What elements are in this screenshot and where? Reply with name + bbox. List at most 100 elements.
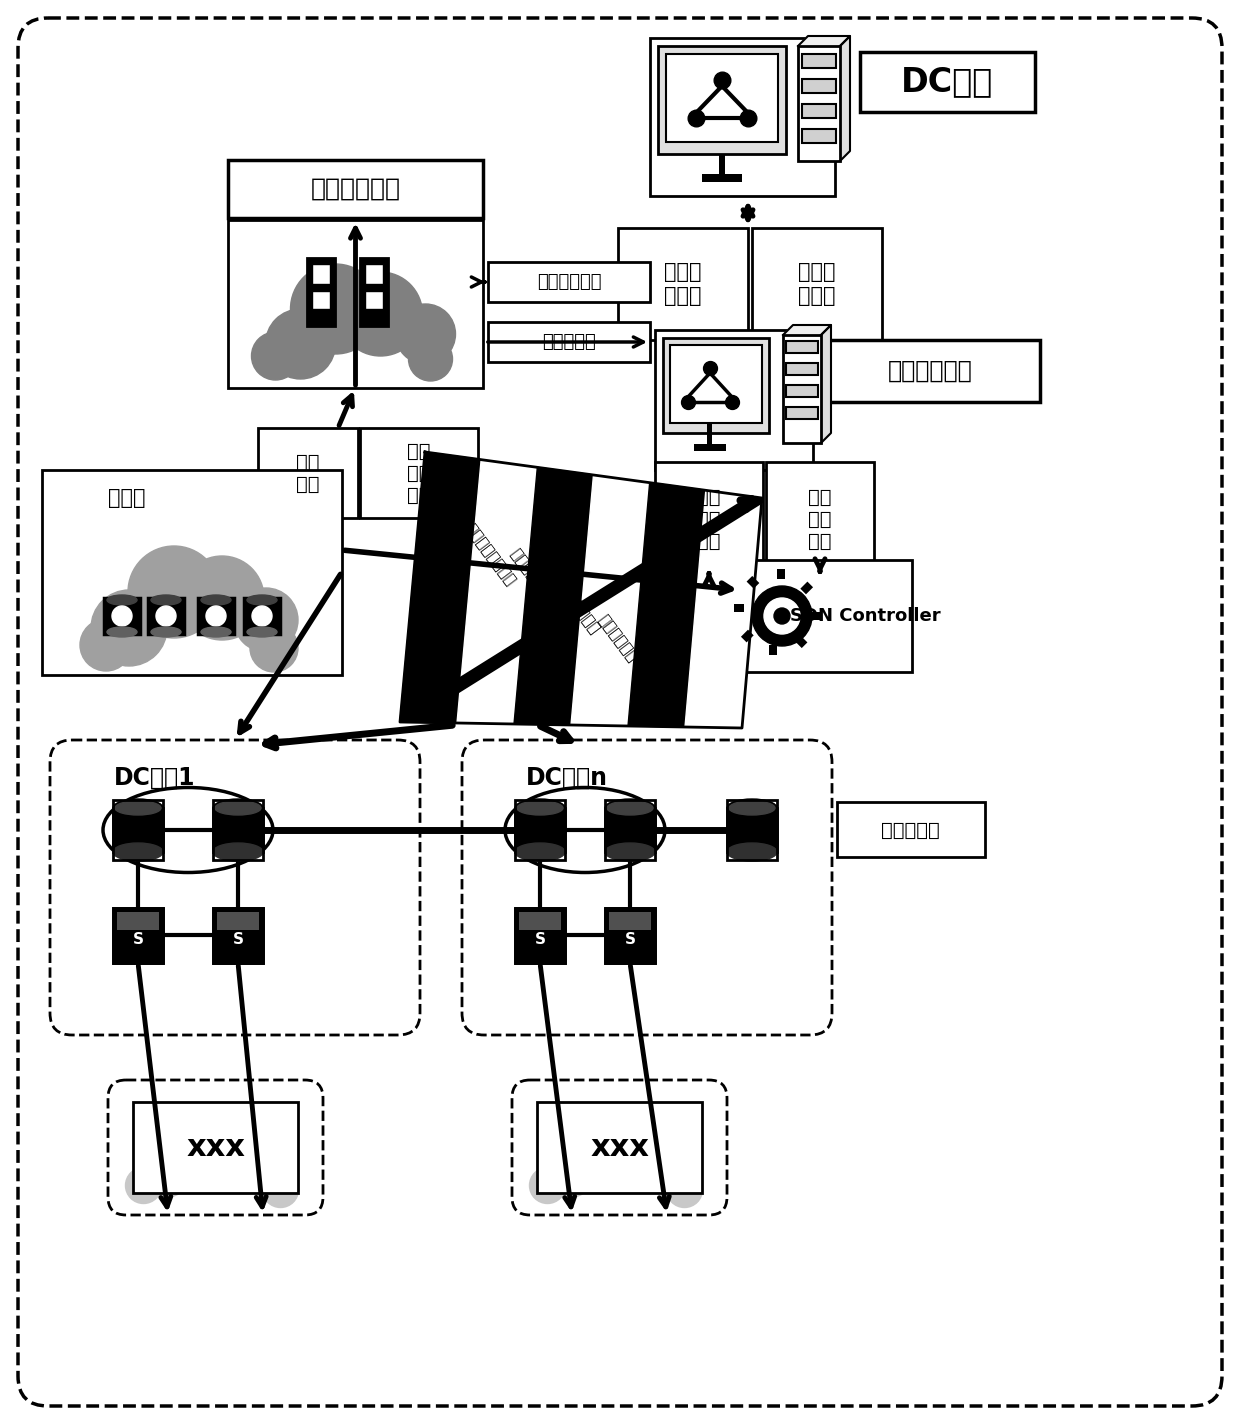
Circle shape [252, 332, 300, 380]
Circle shape [544, 1148, 594, 1198]
Text: 流量分析系统: 流量分析系统 [310, 177, 401, 201]
FancyBboxPatch shape [515, 909, 565, 963]
Polygon shape [684, 490, 763, 728]
Text: DC出口1: DC出口1 [114, 766, 196, 790]
Polygon shape [821, 325, 831, 443]
Ellipse shape [517, 800, 563, 815]
Text: 路径
约束
下发: 路径 约束 下发 [697, 488, 720, 551]
FancyBboxPatch shape [861, 53, 1035, 112]
Text: DC出口n: DC出口n [526, 766, 608, 790]
Circle shape [764, 598, 800, 634]
Text: 告警信
息上报: 告警信 息上报 [799, 262, 836, 306]
FancyBboxPatch shape [104, 598, 140, 634]
FancyBboxPatch shape [782, 335, 821, 443]
FancyBboxPatch shape [311, 263, 330, 283]
FancyBboxPatch shape [786, 340, 818, 353]
Text: xxx: xxx [186, 1134, 246, 1162]
FancyBboxPatch shape [537, 1102, 702, 1193]
Circle shape [656, 1152, 699, 1196]
FancyBboxPatch shape [489, 322, 650, 362]
Bar [800, 581, 813, 594]
FancyBboxPatch shape [365, 263, 382, 283]
Text: 调节流统计: 调节流统计 [542, 333, 596, 350]
Circle shape [667, 1172, 703, 1208]
FancyBboxPatch shape [306, 258, 335, 326]
Circle shape [263, 1172, 299, 1208]
Text: 流量
统计
获取: 流量 统计 获取 [407, 441, 430, 504]
Bar [742, 629, 754, 642]
Ellipse shape [729, 800, 775, 815]
FancyBboxPatch shape [360, 258, 387, 326]
FancyBboxPatch shape [799, 46, 839, 161]
FancyBboxPatch shape [228, 219, 484, 387]
Ellipse shape [213, 799, 263, 817]
Circle shape [128, 545, 219, 638]
FancyBboxPatch shape [650, 38, 835, 197]
Bar [795, 635, 807, 648]
Polygon shape [515, 467, 594, 725]
FancyBboxPatch shape [786, 363, 818, 375]
Text: 路径
结果
上报: 路径 结果 上报 [808, 488, 832, 551]
Text: 租户信息获取: 租户信息获取 [537, 273, 601, 290]
FancyBboxPatch shape [244, 598, 280, 634]
FancyBboxPatch shape [198, 598, 234, 634]
FancyBboxPatch shape [751, 228, 882, 340]
Circle shape [180, 555, 264, 639]
Bar [769, 645, 777, 655]
FancyBboxPatch shape [605, 807, 655, 852]
Circle shape [290, 263, 381, 355]
Ellipse shape [151, 627, 181, 637]
Text: S: S [133, 933, 144, 947]
Ellipse shape [115, 800, 161, 815]
FancyBboxPatch shape [837, 802, 985, 857]
Polygon shape [799, 36, 849, 46]
FancyBboxPatch shape [213, 807, 263, 852]
FancyBboxPatch shape [148, 598, 184, 634]
Circle shape [206, 1125, 265, 1186]
FancyBboxPatch shape [666, 54, 777, 142]
Circle shape [91, 590, 167, 666]
Circle shape [408, 337, 453, 382]
Circle shape [529, 1168, 565, 1203]
Ellipse shape [113, 843, 162, 862]
FancyBboxPatch shape [719, 154, 725, 177]
Circle shape [125, 1168, 161, 1203]
Circle shape [206, 607, 226, 627]
Text: S: S [625, 933, 635, 947]
Text: 骨干网: 骨干网 [108, 488, 146, 508]
Text: S: S [233, 933, 243, 947]
FancyBboxPatch shape [727, 807, 777, 852]
Ellipse shape [107, 627, 136, 637]
Polygon shape [570, 476, 650, 726]
Circle shape [252, 607, 272, 627]
Text: SDN Controller: SDN Controller [790, 607, 940, 625]
FancyBboxPatch shape [520, 911, 560, 930]
FancyBboxPatch shape [707, 423, 712, 444]
FancyBboxPatch shape [228, 159, 484, 218]
FancyBboxPatch shape [740, 560, 911, 672]
Ellipse shape [515, 843, 565, 862]
Polygon shape [782, 325, 831, 335]
Ellipse shape [605, 799, 655, 817]
Ellipse shape [247, 595, 277, 605]
FancyBboxPatch shape [655, 330, 813, 470]
Ellipse shape [113, 799, 162, 817]
Text: 路径策略下发: 路径策略下发 [558, 584, 603, 637]
Circle shape [774, 608, 790, 624]
Circle shape [751, 587, 812, 646]
FancyBboxPatch shape [663, 337, 769, 433]
Ellipse shape [608, 800, 653, 815]
Circle shape [112, 607, 131, 627]
FancyBboxPatch shape [50, 740, 420, 1035]
FancyBboxPatch shape [820, 340, 1040, 402]
Text: 拓扑物理拓扑获取: 拓扑物理拓扑获取 [507, 547, 563, 614]
FancyBboxPatch shape [655, 461, 763, 577]
FancyBboxPatch shape [802, 130, 836, 142]
Ellipse shape [605, 843, 655, 862]
FancyBboxPatch shape [213, 909, 263, 963]
FancyBboxPatch shape [766, 461, 874, 577]
Text: 策略管控系统: 策略管控系统 [888, 359, 972, 383]
FancyBboxPatch shape [108, 1079, 322, 1215]
Ellipse shape [215, 800, 260, 815]
Polygon shape [401, 451, 481, 723]
